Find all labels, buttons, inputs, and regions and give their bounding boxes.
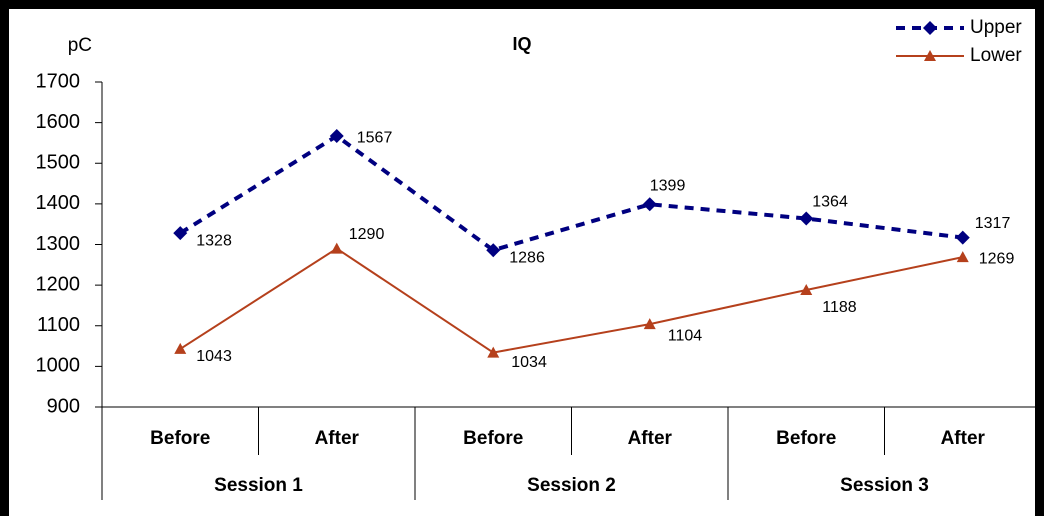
chart-title: IQ xyxy=(512,34,531,54)
data-label: 1269 xyxy=(979,250,1015,267)
y-tick-label: 1000 xyxy=(36,355,81,377)
group-label: Session 2 xyxy=(527,475,616,496)
series-line xyxy=(179,247,963,354)
data-label: 1364 xyxy=(812,194,848,211)
series-line xyxy=(179,133,963,253)
x-tick-label: After xyxy=(628,428,673,449)
marker xyxy=(799,211,814,226)
marker xyxy=(924,50,936,61)
legend-label: Lower xyxy=(970,45,1022,66)
x-tick-label: Before xyxy=(463,428,523,449)
legend-label: Upper xyxy=(970,17,1022,38)
x-tick-label: Before xyxy=(150,428,210,449)
y-tick-label: 1100 xyxy=(37,314,80,336)
marker xyxy=(643,318,656,330)
y-tick-label: 1300 xyxy=(36,233,81,255)
marker xyxy=(330,242,343,254)
data-label: 1286 xyxy=(509,249,545,266)
y-tick-label: 900 xyxy=(47,395,80,417)
y-tick-label: 1400 xyxy=(36,192,81,214)
y-tick-label: 1500 xyxy=(36,152,81,174)
group-label: Session 1 xyxy=(214,475,303,496)
group-label: Session 3 xyxy=(840,475,929,496)
y-axis-label: pC xyxy=(68,35,92,56)
marker xyxy=(800,284,813,295)
data-label: 1567 xyxy=(357,129,393,146)
marker xyxy=(955,230,970,245)
x-tick-label: After xyxy=(315,428,360,449)
y-tick-label: 1200 xyxy=(36,273,81,295)
data-label: 1043 xyxy=(196,348,232,365)
data-label: 1317 xyxy=(975,215,1011,232)
background xyxy=(9,9,1035,516)
marker xyxy=(923,21,937,35)
marker xyxy=(486,243,501,258)
marker xyxy=(642,197,657,212)
marker xyxy=(173,226,188,241)
data-label: 1399 xyxy=(650,178,686,195)
y-tick-label: 1700 xyxy=(36,70,81,92)
marker xyxy=(487,346,500,358)
x-tick-label: Before xyxy=(776,428,836,449)
data-label: 1290 xyxy=(349,226,385,243)
data-label: 1104 xyxy=(668,327,703,344)
marker xyxy=(956,251,969,263)
marker xyxy=(174,342,187,354)
data-label: 1034 xyxy=(511,354,547,371)
data-label: 1188 xyxy=(822,299,857,316)
data-label: 1328 xyxy=(196,232,232,249)
marker xyxy=(329,129,344,144)
x-tick-label: After xyxy=(941,428,986,449)
y-tick-label: 1600 xyxy=(36,111,81,133)
